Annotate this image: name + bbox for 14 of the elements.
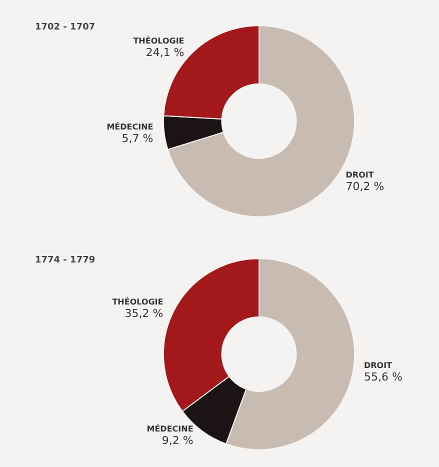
- chart-title: 1702 - 1707: [35, 22, 96, 32]
- slice-label: DROIT: [364, 360, 393, 370]
- data-label: 9,2 %: [162, 434, 194, 448]
- data-label: 35,2 %: [124, 307, 164, 320]
- slice-label: MÉDECINE: [106, 122, 154, 132]
- slice-label: THÉOLOGIE: [112, 296, 164, 307]
- data-label: 5,7 %: [122, 132, 154, 146]
- data-label: 70,2 %: [346, 180, 384, 193]
- data-label: 24,1 %: [146, 46, 184, 59]
- slice-label: DROIT: [346, 170, 374, 180]
- chart-title: 1774 - 1779: [35, 256, 96, 266]
- slice-label: MÉDECINE: [146, 424, 194, 434]
- data-label: 55,6 %: [364, 370, 402, 384]
- slice-label: THÉOLOGIE: [133, 35, 184, 46]
